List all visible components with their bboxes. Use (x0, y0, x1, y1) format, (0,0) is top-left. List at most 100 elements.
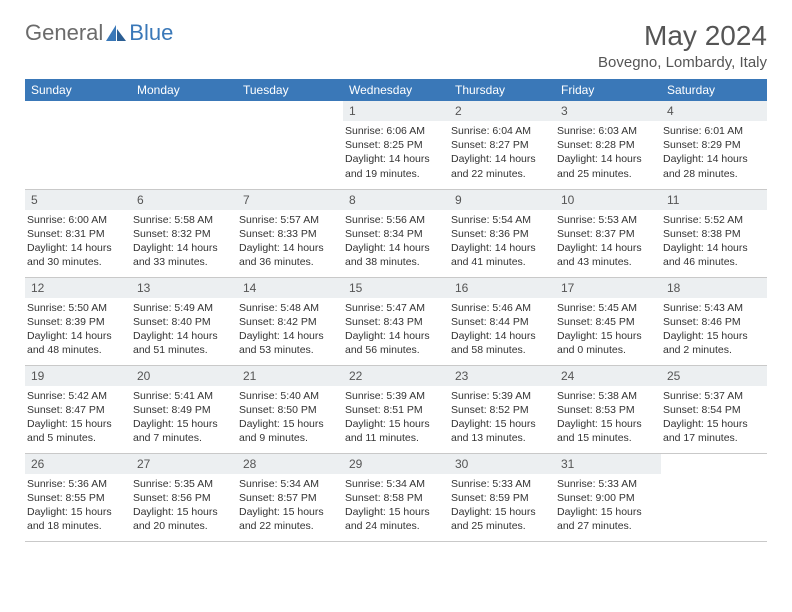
day-header: Saturday (661, 79, 767, 101)
day-content: Sunrise: 5:37 AMSunset: 8:54 PMDaylight:… (661, 386, 767, 449)
day-content: Sunrise: 5:38 AMSunset: 8:53 PMDaylight:… (555, 386, 661, 449)
logo-word-1: General (25, 20, 103, 46)
calendar-cell: 11Sunrise: 5:52 AMSunset: 8:38 PMDayligh… (661, 189, 767, 277)
day-number: 10 (555, 190, 661, 210)
day-content: Sunrise: 5:57 AMSunset: 8:33 PMDaylight:… (237, 210, 343, 273)
calendar-cell: 13Sunrise: 5:49 AMSunset: 8:40 PMDayligh… (131, 277, 237, 365)
calendar-cell: 30Sunrise: 5:33 AMSunset: 8:59 PMDayligh… (449, 453, 555, 541)
day-header: Tuesday (237, 79, 343, 101)
calendar-cell: 6Sunrise: 5:58 AMSunset: 8:32 PMDaylight… (131, 189, 237, 277)
calendar-cell: 27Sunrise: 5:35 AMSunset: 8:56 PMDayligh… (131, 453, 237, 541)
day-number: 11 (661, 190, 767, 210)
logo-word-2: Blue (129, 20, 173, 46)
day-number: 6 (131, 190, 237, 210)
day-number: 9 (449, 190, 555, 210)
calendar-cell: 25Sunrise: 5:37 AMSunset: 8:54 PMDayligh… (661, 365, 767, 453)
day-number: 31 (555, 454, 661, 474)
calendar-cell: 5Sunrise: 6:00 AMSunset: 8:31 PMDaylight… (25, 189, 131, 277)
calendar-cell: 21Sunrise: 5:40 AMSunset: 8:50 PMDayligh… (237, 365, 343, 453)
day-number: 26 (25, 454, 131, 474)
calendar-cell: 23Sunrise: 5:39 AMSunset: 8:52 PMDayligh… (449, 365, 555, 453)
calendar-cell: 8Sunrise: 5:56 AMSunset: 8:34 PMDaylight… (343, 189, 449, 277)
day-content: Sunrise: 5:54 AMSunset: 8:36 PMDaylight:… (449, 210, 555, 273)
calendar-cell: 31Sunrise: 5:33 AMSunset: 9:00 PMDayligh… (555, 453, 661, 541)
day-content: Sunrise: 5:34 AMSunset: 8:57 PMDaylight:… (237, 474, 343, 537)
calendar-cell: 20Sunrise: 5:41 AMSunset: 8:49 PMDayligh… (131, 365, 237, 453)
day-header: Thursday (449, 79, 555, 101)
day-content: Sunrise: 5:49 AMSunset: 8:40 PMDaylight:… (131, 298, 237, 361)
day-content: Sunrise: 5:53 AMSunset: 8:37 PMDaylight:… (555, 210, 661, 273)
day-number: 14 (237, 278, 343, 298)
day-content: Sunrise: 5:43 AMSunset: 8:46 PMDaylight:… (661, 298, 767, 361)
day-number: 23 (449, 366, 555, 386)
day-content: Sunrise: 5:41 AMSunset: 8:49 PMDaylight:… (131, 386, 237, 449)
day-content: Sunrise: 5:39 AMSunset: 8:51 PMDaylight:… (343, 386, 449, 449)
day-content: Sunrise: 5:45 AMSunset: 8:45 PMDaylight:… (555, 298, 661, 361)
day-content: Sunrise: 6:01 AMSunset: 8:29 PMDaylight:… (661, 121, 767, 184)
day-content: Sunrise: 5:52 AMSunset: 8:38 PMDaylight:… (661, 210, 767, 273)
day-number: 21 (237, 366, 343, 386)
logo-sail-icon (105, 24, 127, 42)
day-content: Sunrise: 6:04 AMSunset: 8:27 PMDaylight:… (449, 121, 555, 184)
day-number: 15 (343, 278, 449, 298)
day-content: Sunrise: 5:40 AMSunset: 8:50 PMDaylight:… (237, 386, 343, 449)
day-content: Sunrise: 5:50 AMSunset: 8:39 PMDaylight:… (25, 298, 131, 361)
day-number: 5 (25, 190, 131, 210)
calendar-week: 1Sunrise: 6:06 AMSunset: 8:25 PMDaylight… (25, 101, 767, 189)
calendar-cell: 12Sunrise: 5:50 AMSunset: 8:39 PMDayligh… (25, 277, 131, 365)
day-number: 27 (131, 454, 237, 474)
day-content: Sunrise: 6:00 AMSunset: 8:31 PMDaylight:… (25, 210, 131, 273)
day-header: Sunday (25, 79, 131, 101)
day-number: 2 (449, 101, 555, 121)
day-content: Sunrise: 5:33 AMSunset: 9:00 PMDaylight:… (555, 474, 661, 537)
calendar-cell: 26Sunrise: 5:36 AMSunset: 8:55 PMDayligh… (25, 453, 131, 541)
calendar-week: 26Sunrise: 5:36 AMSunset: 8:55 PMDayligh… (25, 453, 767, 541)
day-content: Sunrise: 6:03 AMSunset: 8:28 PMDaylight:… (555, 121, 661, 184)
day-number: 13 (131, 278, 237, 298)
calendar-cell: 28Sunrise: 5:34 AMSunset: 8:57 PMDayligh… (237, 453, 343, 541)
day-header: Friday (555, 79, 661, 101)
day-number: 17 (555, 278, 661, 298)
calendar-cell: 29Sunrise: 5:34 AMSunset: 8:58 PMDayligh… (343, 453, 449, 541)
calendar-cell: 2Sunrise: 6:04 AMSunset: 8:27 PMDaylight… (449, 101, 555, 189)
calendar-cell: 4Sunrise: 6:01 AMSunset: 8:29 PMDaylight… (661, 101, 767, 189)
day-content: Sunrise: 5:56 AMSunset: 8:34 PMDaylight:… (343, 210, 449, 273)
header: General Blue May 2024 Bovegno, Lombardy,… (0, 0, 792, 79)
calendar-table: SundayMondayTuesdayWednesdayThursdayFrid… (25, 79, 767, 542)
day-number (237, 101, 343, 107)
day-number: 24 (555, 366, 661, 386)
day-content: Sunrise: 5:42 AMSunset: 8:47 PMDaylight:… (25, 386, 131, 449)
day-content: Sunrise: 6:06 AMSunset: 8:25 PMDaylight:… (343, 121, 449, 184)
day-content: Sunrise: 5:58 AMSunset: 8:32 PMDaylight:… (131, 210, 237, 273)
calendar-cell: 1Sunrise: 6:06 AMSunset: 8:25 PMDaylight… (343, 101, 449, 189)
day-number: 25 (661, 366, 767, 386)
calendar-cell: 18Sunrise: 5:43 AMSunset: 8:46 PMDayligh… (661, 277, 767, 365)
calendar-week: 12Sunrise: 5:50 AMSunset: 8:39 PMDayligh… (25, 277, 767, 365)
day-number: 18 (661, 278, 767, 298)
day-number: 4 (661, 101, 767, 121)
calendar-cell: 15Sunrise: 5:47 AMSunset: 8:43 PMDayligh… (343, 277, 449, 365)
calendar-cell: 10Sunrise: 5:53 AMSunset: 8:37 PMDayligh… (555, 189, 661, 277)
calendar-cell: 3Sunrise: 6:03 AMSunset: 8:28 PMDaylight… (555, 101, 661, 189)
day-header: Monday (131, 79, 237, 101)
day-content: Sunrise: 5:48 AMSunset: 8:42 PMDaylight:… (237, 298, 343, 361)
day-number: 16 (449, 278, 555, 298)
day-content: Sunrise: 5:33 AMSunset: 8:59 PMDaylight:… (449, 474, 555, 537)
day-number: 12 (25, 278, 131, 298)
day-content: Sunrise: 5:46 AMSunset: 8:44 PMDaylight:… (449, 298, 555, 361)
day-number: 8 (343, 190, 449, 210)
calendar-cell: 9Sunrise: 5:54 AMSunset: 8:36 PMDaylight… (449, 189, 555, 277)
calendar-cell (25, 101, 131, 189)
day-number: 19 (25, 366, 131, 386)
day-content: Sunrise: 5:34 AMSunset: 8:58 PMDaylight:… (343, 474, 449, 537)
calendar-cell: 7Sunrise: 5:57 AMSunset: 8:33 PMDaylight… (237, 189, 343, 277)
calendar-cell (131, 101, 237, 189)
location-text: Bovegno, Lombardy, Italy (598, 54, 767, 71)
day-number: 30 (449, 454, 555, 474)
day-number: 3 (555, 101, 661, 121)
calendar-week: 19Sunrise: 5:42 AMSunset: 8:47 PMDayligh… (25, 365, 767, 453)
day-content: Sunrise: 5:47 AMSunset: 8:43 PMDaylight:… (343, 298, 449, 361)
day-number: 20 (131, 366, 237, 386)
day-number: 29 (343, 454, 449, 474)
calendar-week: 5Sunrise: 6:00 AMSunset: 8:31 PMDaylight… (25, 189, 767, 277)
